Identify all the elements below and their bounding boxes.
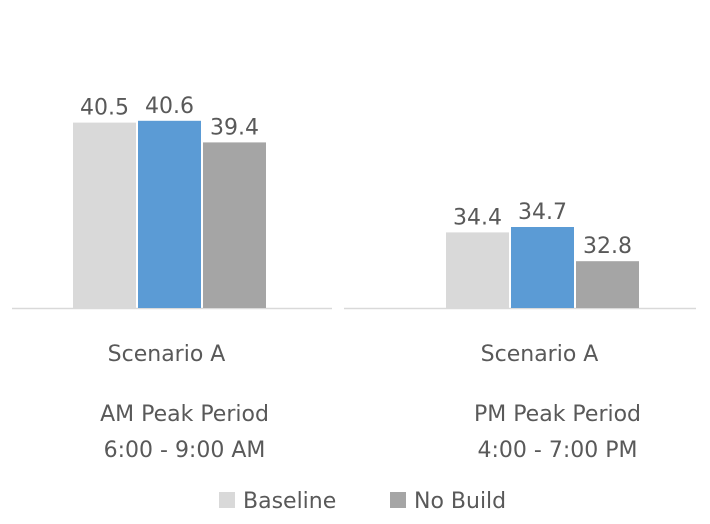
legend-swatch (219, 492, 235, 508)
x-tick-label: Scenario A (481, 342, 599, 367)
bar-2-1 (446, 232, 509, 308)
legend-swatch (390, 492, 406, 508)
period-label: AM Peak Period (100, 402, 269, 427)
legend-label: No Build (414, 489, 506, 514)
legend-item-2: No Build (390, 489, 506, 514)
bar-2-2 (511, 227, 574, 308)
data-label: 39.4 (210, 115, 259, 140)
legend-label: Baseline (243, 489, 336, 514)
plot-area: 40.5 40.6 39.4 Scenario A AM Peak Period 6:00… (12, 94, 696, 463)
data-label: 34.7 (518, 200, 567, 225)
data-label: 32.8 (583, 234, 632, 259)
legend: Baseline No Build (219, 489, 506, 514)
legend-item-1: Baseline (219, 489, 336, 514)
period-label: PM Peak Period (474, 402, 641, 427)
bar-1-3 (203, 142, 266, 308)
data-label: 40.5 (80, 96, 129, 121)
bar-1-1 (73, 122, 136, 308)
bar-2-3 (576, 261, 639, 308)
data-label: 34.4 (453, 205, 502, 230)
bar-1-2 (138, 120, 201, 308)
data-label: 40.6 (145, 94, 194, 119)
time-range-label: 6:00 - 9:00 AM (104, 438, 266, 463)
x-tick-label: Scenario A (108, 342, 226, 367)
time-range-label: 4:00 - 7:00 PM (478, 438, 638, 463)
